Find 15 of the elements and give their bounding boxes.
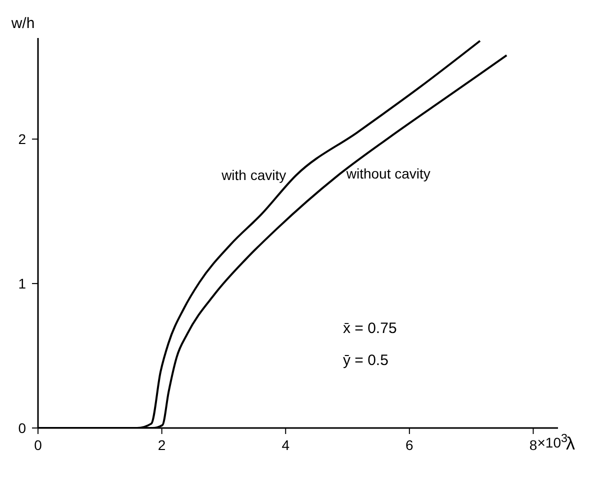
annotation: x̄ = 0.75 <box>343 320 397 338</box>
annotation: ȳ = 0.5 <box>343 352 388 370</box>
y-tick-label: 2 <box>18 131 26 148</box>
y-tick-label: 0 <box>18 420 26 436</box>
x-tick-label: 4 <box>282 437 290 453</box>
x-tick-label: 2 <box>158 437 166 453</box>
x-axis-title: λ <box>566 433 575 454</box>
x-tick-label: 0 <box>34 437 42 453</box>
x-tick-label: 6 <box>406 437 414 453</box>
y-tick-label: 1 <box>18 276 26 292</box>
annotation: without cavity <box>345 166 430 182</box>
text: ×10$^{3}$ <box>537 431 568 452</box>
annotation: with cavity <box>220 167 286 184</box>
y-axis-title: w/h <box>10 15 35 32</box>
x-tick-label: 8 <box>529 437 538 453</box>
